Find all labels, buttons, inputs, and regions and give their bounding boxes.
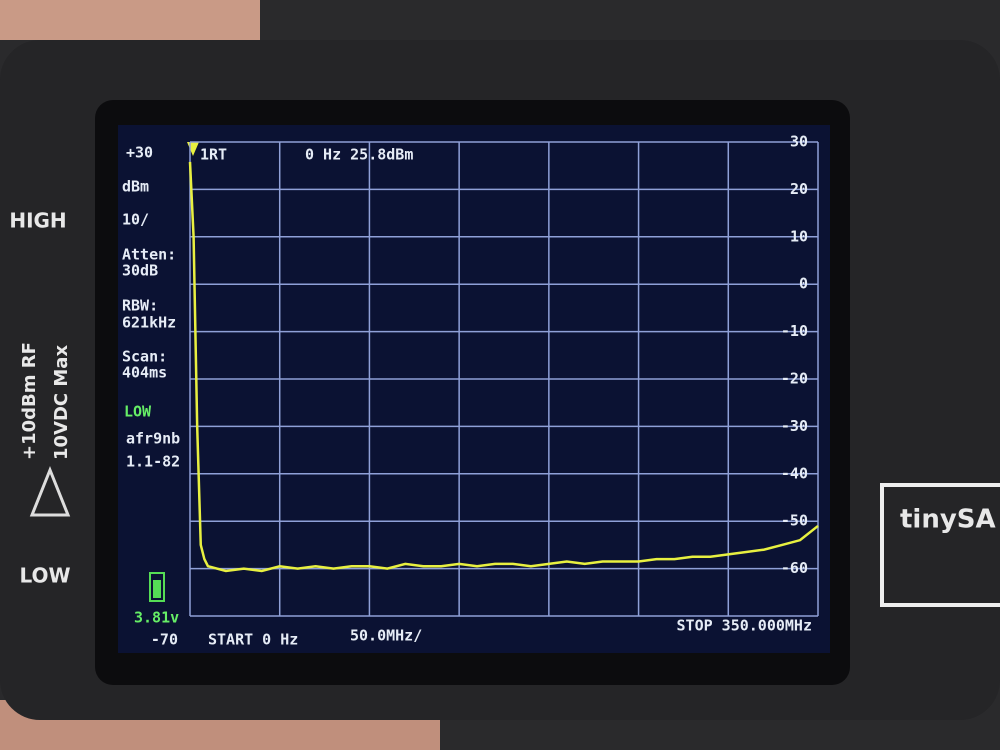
y-tick-label: 0 [799,275,808,293]
scan-label: Scan: [122,348,167,366]
battery-level [153,580,161,598]
y-tick-label: -10 [781,322,808,340]
rbw-label: RBW: [122,297,158,315]
y-tick-label: -30 [781,417,808,435]
build: afr9nb [126,430,180,448]
y-tick-label: -40 [781,464,808,482]
atten-label: Atten: [122,246,176,264]
stop-label: STOP 350.000MHz [677,617,812,635]
start-label: START 0 Hz [208,631,298,649]
y-tick-label: -50 [781,512,808,530]
scan-value: 404ms [122,364,167,382]
screen [118,125,830,653]
brand: tinySA [900,505,996,535]
atten-value: 30dB [122,262,158,280]
battery: 3.81v [134,609,179,627]
high-label: HIGH [9,209,66,233]
rbw-value: 621kHz [122,314,176,332]
scale: 10/ [122,211,149,229]
dc-limit: 10VDC Max [51,345,72,460]
mode: LOW [124,403,152,421]
y-tick-label: 30 [790,133,808,151]
y-tick-label: -60 [781,559,808,577]
y-tick-label: -20 [781,370,808,388]
version: 1.1-82 [126,453,180,471]
finger [0,0,260,40]
low-label: LOW [19,564,70,588]
y-tick-label: -70 [151,631,178,649]
battery-icon [149,572,165,602]
brand-box [880,483,1000,607]
y-tick-label: 10 [790,227,808,245]
marker-readout: 0 Hz 25.8dBm [305,146,413,164]
unit: dBm [122,178,149,196]
rf-limit: +10dBm RF [19,342,40,460]
div-label: 50.0MHz/ [350,627,422,645]
trace [188,161,819,573]
ref-level: +30 [126,144,153,162]
warning-icon [29,465,71,517]
y-tick-label: 20 [790,180,808,198]
marker: 1RT [200,146,227,164]
